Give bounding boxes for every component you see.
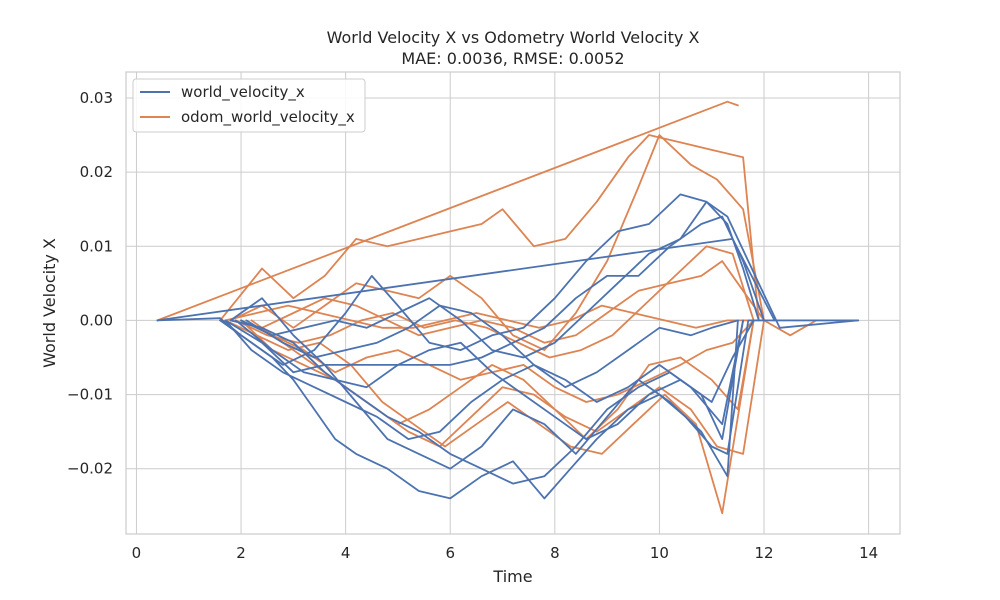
y-tick-label: 0.03 [80, 89, 113, 107]
legend-label-odom-world-velocity-x: odom_world_velocity_x [181, 108, 355, 127]
series-line-world-velocity-x-2 [229, 297, 739, 478]
x-tick-label: 0 [132, 544, 142, 562]
x-tick-label: 12 [754, 544, 773, 562]
x-tick-label: 14 [859, 544, 878, 562]
series-line-odom-world-velocity-x-8 [240, 319, 755, 403]
legend: world_velocity_x odom_world_velocity_x [132, 78, 366, 133]
grid-lines [126, 72, 900, 534]
x-axis-ticks: 0 2 4 6 8 10 12 14 [132, 544, 878, 562]
x-tick-label: 10 [650, 544, 669, 562]
series-line-world-velocity-x-1 [224, 319, 744, 440]
legend-label-world-velocity-x: world_velocity_x [181, 83, 305, 102]
series-line-odom-world-velocity-x-9 [224, 304, 760, 329]
plot-area [125, 71, 901, 535]
chart-title: World Velocity X vs Odometry World Veloc… [327, 28, 700, 47]
y-tick-label: −0.02 [67, 460, 113, 478]
legend-box [132, 78, 366, 133]
series-line-world-velocity-x-8 [229, 319, 744, 485]
series-line-odom-world-velocity-x-1 [219, 134, 860, 322]
y-axis-ticks: −0.02 −0.01 0.00 0.01 0.02 0.03 [67, 89, 113, 478]
x-tick-label: 4 [341, 544, 351, 562]
x-tick-label: 2 [236, 544, 246, 562]
y-tick-label: 0.02 [80, 163, 113, 181]
chart-subtitle: MAE: 0.0036, RMSE: 0.0052 [401, 49, 624, 68]
series-line-world-velocity-x-9 [245, 304, 739, 389]
series-line-odom-world-velocity-x-0 [156, 100, 739, 322]
series-group [156, 100, 860, 515]
y-tick-label: 0.01 [80, 237, 113, 255]
x-tick-label: 8 [550, 544, 560, 562]
series-line-world-velocity-x-7 [240, 200, 760, 359]
series-line-world-velocity-x-5 [224, 215, 765, 374]
x-tick-label: 6 [445, 544, 455, 562]
series-line-world-velocity-x-0 [156, 317, 860, 500]
y-axis-label: World Velocity X [40, 238, 59, 368]
y-tick-label: 0.00 [80, 311, 113, 329]
y-tick-label: −0.01 [67, 386, 113, 404]
series-line-odom-world-velocity-x-3 [229, 134, 765, 351]
x-axis-label: Time [492, 567, 532, 586]
series-line-world-velocity-x-3 [219, 193, 860, 366]
series-line-odom-world-velocity-x-2 [224, 319, 755, 515]
series-line-odom-world-velocity-x-7 [229, 260, 818, 344]
